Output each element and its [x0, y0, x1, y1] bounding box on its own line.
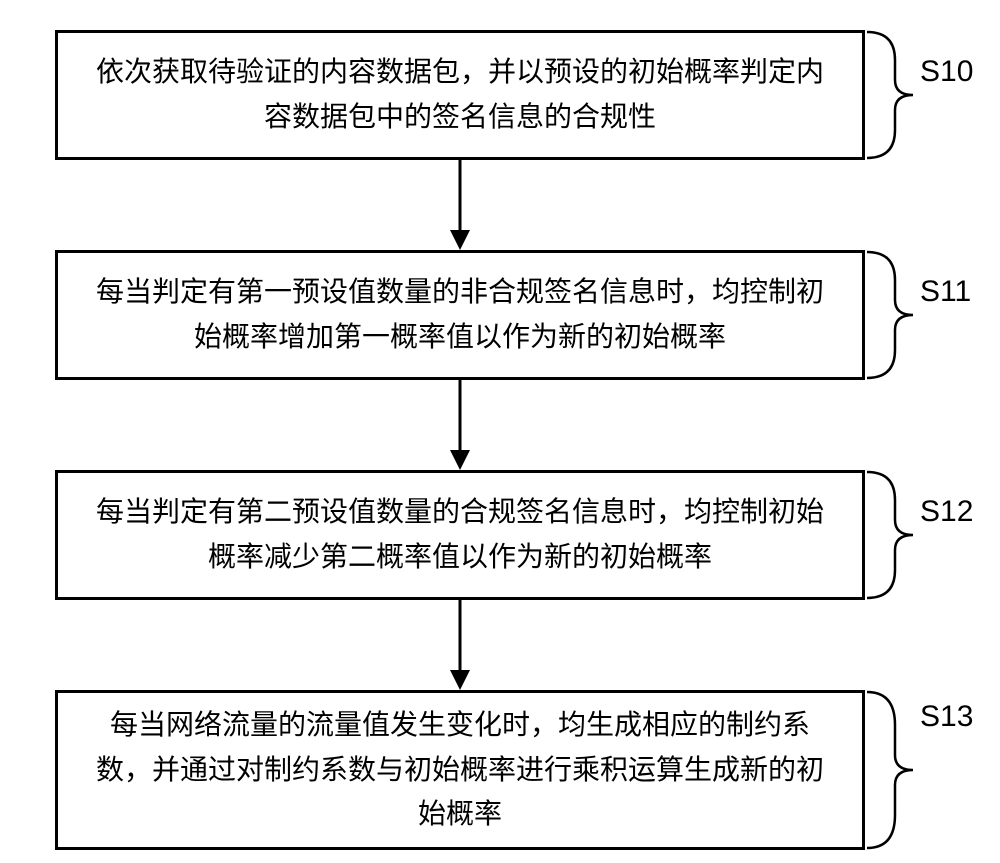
- step-label-s11: S11: [920, 275, 971, 309]
- step-text-s12: 每当判定有第二预设值数量的合规签名信息时，均控制初始概率减少第二概率值以作为新的…: [88, 490, 832, 580]
- arrow-s10-s11: [450, 160, 470, 250]
- bracket-s12: [865, 470, 925, 600]
- bracket-s13: [865, 690, 925, 850]
- flowchart-canvas: 依次获取待验证的内容数据包，并以预设的初始概率判定内容数据包中的签名信息的合规性…: [0, 0, 1000, 863]
- step-label-s13: S13: [920, 700, 973, 734]
- step-text-s13: 每当网络流量的流量值发生变化时，均生成相应的制约系数，并通过对制约系数与初始概率…: [88, 703, 832, 837]
- step-label-s10: S10: [920, 55, 973, 89]
- arrow-s12-s13: [450, 600, 470, 690]
- step-label-s12: S12: [920, 495, 973, 529]
- step-box-s12: 每当判定有第二预设值数量的合规签名信息时，均控制初始概率减少第二概率值以作为新的…: [55, 470, 865, 600]
- step-box-s13: 每当网络流量的流量值发生变化时，均生成相应的制约系数，并通过对制约系数与初始概率…: [55, 690, 865, 850]
- bracket-s10: [865, 30, 925, 160]
- step-text-s10: 依次获取待验证的内容数据包，并以预设的初始概率判定内容数据包中的签名信息的合规性: [88, 50, 832, 140]
- bracket-s11: [865, 250, 925, 380]
- step-box-s10: 依次获取待验证的内容数据包，并以预设的初始概率判定内容数据包中的签名信息的合规性: [55, 30, 865, 160]
- step-box-s11: 每当判定有第一预设值数量的非合规签名信息时，均控制初始概率增加第一概率值以作为新…: [55, 250, 865, 380]
- arrow-s11-s12: [450, 380, 470, 470]
- step-text-s11: 每当判定有第一预设值数量的非合规签名信息时，均控制初始概率增加第一概率值以作为新…: [88, 270, 832, 360]
